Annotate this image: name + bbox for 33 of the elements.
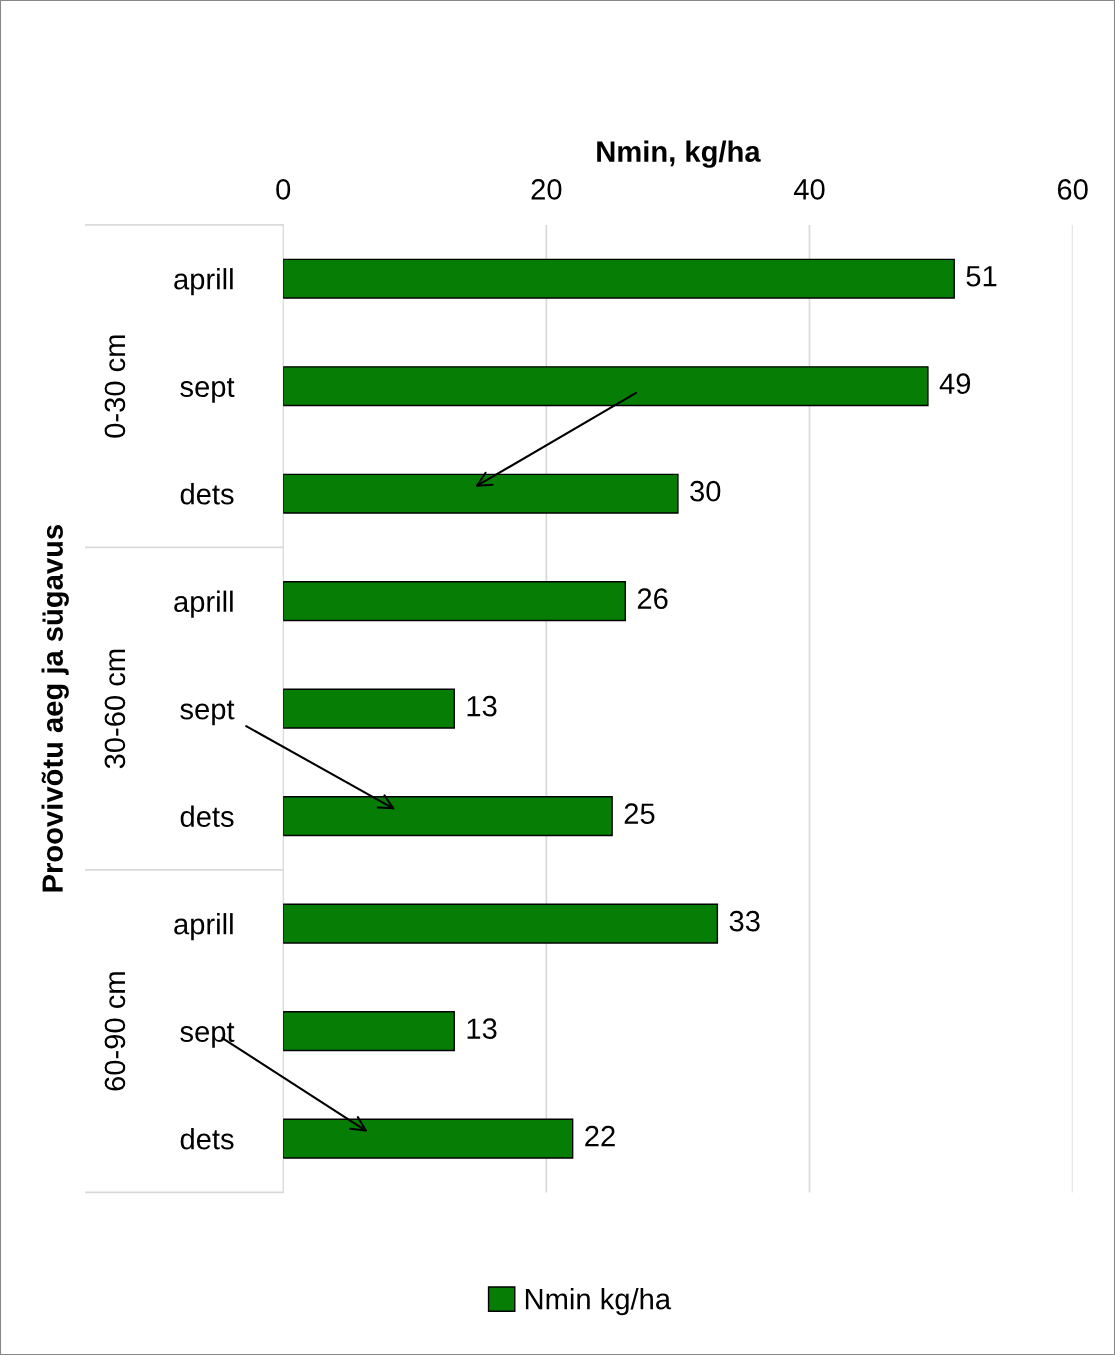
y-tick-label: sept [180,700,235,726]
y-tick-label: aprill [174,913,233,941]
bar [283,258,955,299]
y-tick-label: aprill [174,268,233,296]
x-tick-label: 40 [793,179,825,200]
data-label: 26 [637,588,668,609]
text: 60-90 cm [104,972,126,1091]
data-label: 25 [624,803,655,824]
y-tick-label: dets [180,805,234,828]
bar [283,581,626,622]
text: 30-60 cm [104,649,126,769]
bar [283,1011,455,1052]
data-label: 13 [467,695,497,717]
data-label: 33 [729,910,760,932]
x-tick-label: 0 [276,179,291,200]
data-label: 22 [585,1125,615,1147]
x-axis-title: Nmin, kg/ha [597,140,761,168]
data-label: 49 [939,373,971,394]
y-axis-title: Proovivõtu aeg ja sügavus [41,525,69,892]
y-tick-label: sept [180,377,235,403]
data-label: 13 [467,1018,497,1039]
bar [283,688,455,729]
legend-label: Nmin kg/ha [525,1288,672,1316]
x-tick-label: 60 [1057,179,1088,200]
y-tick-label: aprill [174,590,233,618]
x-tick-label: 20 [531,179,562,200]
data-label: 51 [966,266,997,287]
text: 0-30 cm [104,335,126,438]
y-tick-label: dets [180,483,234,505]
bar [283,903,719,944]
y-tick-label: sept [180,1022,235,1048]
data-label: 30 [690,480,721,502]
y-tick-label: dets [180,1128,234,1150]
